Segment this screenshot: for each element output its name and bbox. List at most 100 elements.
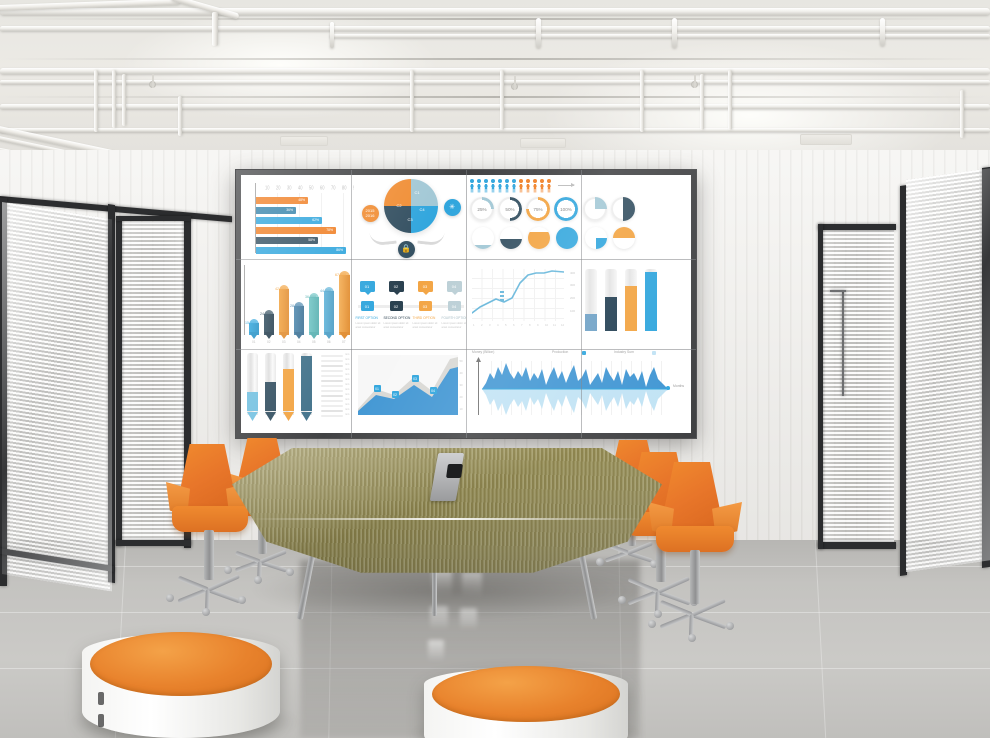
pie-half-dark — [610, 197, 635, 221]
line-x-tick: 2 — [481, 323, 483, 327]
bar-value: 86% — [336, 248, 343, 253]
conference-table[interactable] — [232, 448, 662, 620]
timeline-node-label: 01 — [364, 303, 370, 309]
bar-item: 78% — [256, 227, 336, 234]
widget-line-chart[interactable]: 400 300 200 100 1 2 3 4 5 6 7 8 — [466, 261, 579, 347]
ceiling-vent — [520, 138, 566, 148]
table-seam — [249, 518, 645, 521]
timeline-title: FOURTH OPTION — [441, 316, 467, 320]
donut-chart: C1 C4 C3 C2 — [383, 179, 438, 233]
waveform-legend-industry: Industry Sum — [614, 350, 634, 354]
list-value: nnn — [345, 388, 350, 391]
waveform-y-axis — [478, 359, 479, 415]
glass-pane-door — [2, 202, 110, 592]
thermometer-gauge — [265, 353, 276, 421]
timeline-title: FIRST OPTION — [355, 316, 378, 320]
ceiling-duct — [0, 26, 990, 31]
timeline-node: 02 — [389, 301, 403, 311]
column-category: 02 — [267, 340, 271, 344]
waveform-y-label: Money (Billion) — [472, 350, 495, 354]
list-value: nnn — [345, 378, 350, 381]
fill-circle-dark — [500, 227, 522, 249]
widget-pie-quarters[interactable] — [578, 175, 691, 261]
waveform-series-upper — [482, 363, 670, 389]
column-item — [309, 293, 319, 339]
list-value: nnn — [345, 383, 350, 386]
timeline-title: SECOND OPTION — [383, 316, 411, 320]
cable-port[interactable] — [446, 463, 463, 478]
stool-right[interactable] — [424, 666, 628, 738]
widget-donut-chart[interactable]: 2015 2016 C1 C4 C3 C2 ✳ 🔒 — [353, 175, 466, 261]
column-value: 67 000 — [335, 273, 346, 277]
column-category: 04 — [297, 340, 301, 344]
widget-vertical-progress-bars[interactable] — [578, 261, 691, 347]
legend-swatch-industry — [652, 351, 656, 355]
fill-circle-blue — [556, 227, 578, 249]
donut-segment-label: C4 — [419, 207, 425, 212]
progress-ring-100: 100% — [554, 197, 578, 221]
line-x-tick: 4 — [497, 323, 499, 327]
widget-process-timeline[interactable]: 01 01 FIRST OPTION Lorem ipsum dolor sit… — [353, 261, 467, 347]
stool-handle-slot — [98, 714, 104, 727]
legend-swatch-production — [582, 351, 586, 355]
ceiling-pipe-drop — [212, 12, 218, 46]
column-item — [279, 285, 289, 339]
area-marker: 03 — [411, 375, 419, 382]
line-x-tick: 8 — [529, 323, 531, 327]
list-value: nnn — [345, 403, 350, 406]
kpi-badge-text: 2015 2016 — [365, 208, 375, 218]
progress-fill — [604, 296, 617, 331]
progress-fill — [584, 313, 597, 331]
ceiling-vent — [800, 134, 852, 145]
list-value: nnn — [345, 358, 350, 361]
line-x-tick: 7 — [521, 323, 523, 327]
thermometer-gauge — [283, 353, 294, 421]
progress-bar-vertical — [584, 269, 597, 331]
chair-right-front[interactable] — [648, 462, 748, 652]
list-value: nnn — [345, 368, 350, 371]
area-y-tick: 10 — [459, 407, 463, 411]
progress-bar-vertical — [624, 269, 637, 331]
pie-quarter-blue — [584, 227, 607, 249]
widget-waveform-chart[interactable]: Money (Billion) Production Industry Sum — [466, 347, 691, 433]
bar-value: 58% — [308, 238, 315, 243]
timeline-node: 03 — [418, 301, 432, 311]
stool-left[interactable] — [82, 631, 280, 738]
glass-pane-fixed — [822, 228, 894, 548]
ceiling-beam — [0, 104, 990, 109]
fill-circle-orange — [528, 227, 550, 249]
progress-fill — [624, 286, 637, 331]
line-x-tick: 10 — [545, 323, 549, 327]
waveform-end-dot — [666, 386, 670, 390]
widget-thermometer-gauges[interactable]: nnn nnn nnn nnn nnn nnn nnn nnn nnn nnn … — [241, 347, 354, 433]
line-series-path — [472, 270, 564, 314]
bar-item: 36% — [256, 207, 296, 214]
ceiling-conduit — [0, 128, 990, 132]
widget-area-chart[interactable]: 01 02 03 04 50 40 30 20 10 — [353, 347, 466, 433]
area-y-tick: 50 — [459, 359, 463, 363]
bar-value: 78% — [326, 228, 333, 233]
line-x-tick: 9 — [537, 323, 539, 327]
column-category: 06 — [327, 340, 331, 344]
timeline-desc: Lorem ipsum dolor sit amet consectetur — [355, 322, 381, 329]
widget-3d-column-chart[interactable]: 15 000 01 24 000 02 42 000 03 28 000 04 — [241, 261, 354, 347]
kpi-badge-orange: 2015 2016 — [361, 205, 379, 222]
line-x-tick: 11 — [553, 323, 556, 327]
line-y-tick: 200 — [569, 296, 575, 300]
list-value: nnn — [345, 408, 350, 411]
list-value: nnn — [345, 393, 350, 396]
timeline-chip-label: 02 — [393, 284, 399, 289]
timeline-chip: 04 — [446, 281, 462, 295]
column-category: 05 — [312, 340, 316, 344]
door-handle-bar[interactable] — [842, 292, 844, 396]
progress-bar-vertical — [604, 269, 617, 331]
lock-icon: 🔒 — [397, 241, 415, 258]
area-y-tick: 40 — [459, 371, 463, 375]
widget-pictogram-and-rings[interactable]: 25% 50% 75% 100% — [466, 175, 579, 261]
thermometer-gauge — [247, 353, 258, 421]
timeline-chip: 01 — [359, 281, 375, 295]
ring-label: 75% — [533, 206, 543, 212]
